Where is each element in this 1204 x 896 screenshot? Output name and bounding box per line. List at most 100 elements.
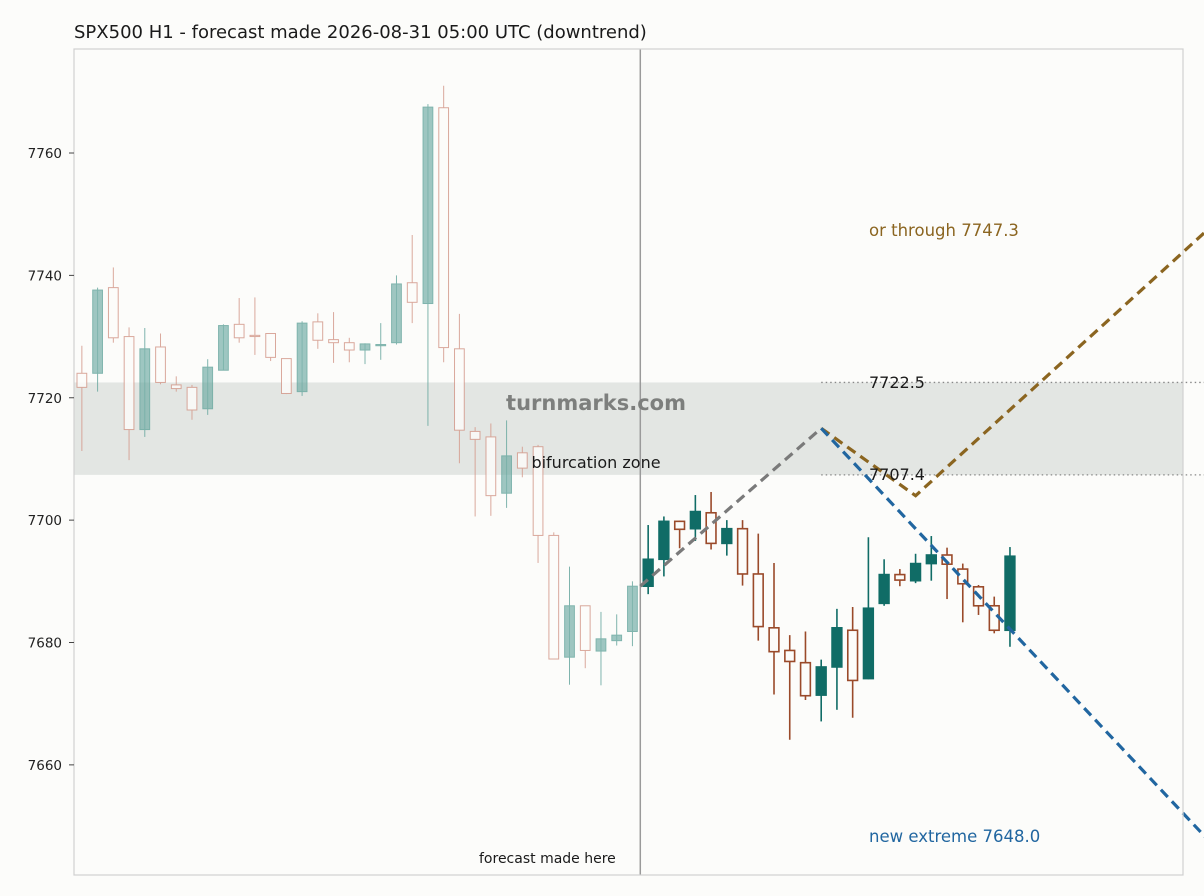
history-candle-13-body bbox=[280, 358, 292, 394]
history-candle-32 bbox=[579, 605, 591, 669]
history-candle-17-body bbox=[343, 342, 355, 351]
history-candle-26 bbox=[485, 423, 497, 516]
forecast-candle-10 bbox=[799, 631, 812, 701]
history-candle-23 bbox=[438, 85, 450, 363]
history-candle-1 bbox=[92, 287, 103, 392]
history-candle-26-body bbox=[485, 436, 497, 497]
watermark-text: turnmarks.com bbox=[506, 391, 686, 415]
y-tick-label-7720: 7720 bbox=[28, 391, 62, 407]
forecast-candle-12-body bbox=[831, 627, 843, 668]
forecast-candle-14 bbox=[862, 537, 875, 680]
forecast-candle-8 bbox=[768, 562, 780, 695]
history-candle-35 bbox=[627, 581, 638, 647]
forecast-candle-0-body bbox=[642, 558, 654, 588]
history-candle-24 bbox=[454, 313, 465, 464]
history-candle-14-body bbox=[296, 322, 308, 393]
history-candle-28 bbox=[516, 446, 528, 478]
history-candle-34 bbox=[611, 614, 623, 646]
y-tick-label-7760: 7760 bbox=[28, 146, 62, 162]
forecast-candle-11-body bbox=[815, 666, 827, 696]
forecast-candle-2 bbox=[673, 520, 686, 549]
forecast-candle-15 bbox=[878, 559, 890, 606]
history-candle-34-body bbox=[611, 634, 623, 642]
history-candle-29-body bbox=[532, 446, 544, 536]
history-candle-32-body bbox=[579, 605, 591, 651]
plot-area bbox=[74, 49, 1204, 875]
history-candle-21-body bbox=[406, 282, 418, 303]
history-candle-2 bbox=[107, 267, 119, 343]
history-candle-2-body bbox=[107, 287, 119, 339]
history-candle-19-body bbox=[375, 344, 387, 347]
upper-target-label: or through 7747.3 bbox=[869, 221, 1019, 240]
history-candle-11-body bbox=[249, 334, 261, 338]
history-candle-16-body bbox=[328, 339, 339, 344]
history-candle-9-body bbox=[218, 325, 229, 371]
forecast-candle-17-body bbox=[909, 562, 922, 582]
forecast-candle-23-body bbox=[1004, 555, 1016, 632]
y-tick-label-7660: 7660 bbox=[28, 758, 62, 774]
forecast-candle-6 bbox=[736, 520, 749, 586]
forecast-candle-7 bbox=[752, 533, 764, 641]
history-candle-15 bbox=[312, 313, 324, 349]
forecast-candle-3 bbox=[689, 495, 702, 541]
y-tick-label-7680: 7680 bbox=[28, 635, 62, 651]
approach-path bbox=[639, 427, 823, 588]
history-candle-3 bbox=[123, 327, 135, 461]
y-tick-label-7740: 7740 bbox=[28, 268, 62, 284]
forecast-candle-7-body bbox=[752, 573, 764, 628]
forecast-candle-9 bbox=[784, 635, 796, 740]
forecast-candle-16-body bbox=[894, 573, 906, 581]
forecast-candle-12 bbox=[831, 608, 843, 710]
history-candle-5 bbox=[155, 333, 166, 385]
history-candle-10-body bbox=[233, 323, 245, 339]
forecast-candle-14-body bbox=[862, 607, 875, 680]
history-candle-29 bbox=[532, 444, 544, 563]
history-candle-20-body bbox=[391, 283, 402, 344]
history-candle-21 bbox=[406, 235, 418, 324]
forecast-marker-label: forecast made here bbox=[479, 851, 616, 867]
history-candle-6-body bbox=[170, 384, 182, 390]
history-candle-4 bbox=[139, 328, 151, 437]
history-candle-19 bbox=[375, 323, 387, 360]
history-candle-7 bbox=[186, 384, 198, 420]
history-candle-28-body bbox=[516, 452, 528, 469]
history-candle-0-body bbox=[76, 372, 88, 388]
history-candle-0 bbox=[76, 345, 88, 451]
forecast-candle-17 bbox=[909, 553, 922, 584]
history-candle-13 bbox=[280, 358, 292, 395]
history-candle-22-body bbox=[422, 106, 434, 305]
history-candle-18-body bbox=[359, 343, 371, 351]
forecast-candle-16 bbox=[894, 569, 906, 587]
history-candle-27 bbox=[501, 420, 512, 508]
forecast-candle-1 bbox=[658, 516, 670, 577]
history-candle-17 bbox=[343, 337, 355, 363]
forecast-candle-9-body bbox=[784, 649, 796, 663]
history-candle-33-body bbox=[595, 638, 607, 652]
history-candle-35-body bbox=[627, 585, 638, 632]
upside-path bbox=[820, 230, 1204, 498]
history-candle-4-body bbox=[139, 348, 151, 431]
forecast-candle-5 bbox=[721, 520, 733, 556]
lower-target-label: new extreme 7648.0 bbox=[869, 827, 1040, 846]
history-candle-1-body bbox=[92, 289, 103, 374]
y-tick-label-7700: 7700 bbox=[28, 513, 62, 529]
history-candle-18 bbox=[359, 343, 371, 365]
forecast-candle-8-body bbox=[768, 627, 780, 653]
history-candle-11 bbox=[249, 297, 261, 355]
history-candle-3-body bbox=[123, 336, 135, 431]
history-candle-10 bbox=[233, 298, 245, 343]
history-candle-23-body bbox=[438, 107, 450, 349]
history-candle-16 bbox=[328, 312, 339, 363]
forecast-candle-18 bbox=[925, 536, 937, 581]
history-candle-6 bbox=[170, 376, 182, 392]
history-candle-31-body bbox=[564, 605, 575, 658]
level-low-label: 7707.4 bbox=[869, 465, 925, 484]
forecast-candle-20 bbox=[957, 563, 969, 623]
history-candle-24-body bbox=[454, 348, 465, 431]
level-high-label: 7722.5 bbox=[869, 373, 925, 392]
history-candle-8 bbox=[202, 359, 214, 415]
forecast-candle-1-body bbox=[658, 520, 670, 561]
forecast-candle-10-body bbox=[799, 661, 812, 697]
history-candle-20 bbox=[391, 275, 402, 345]
